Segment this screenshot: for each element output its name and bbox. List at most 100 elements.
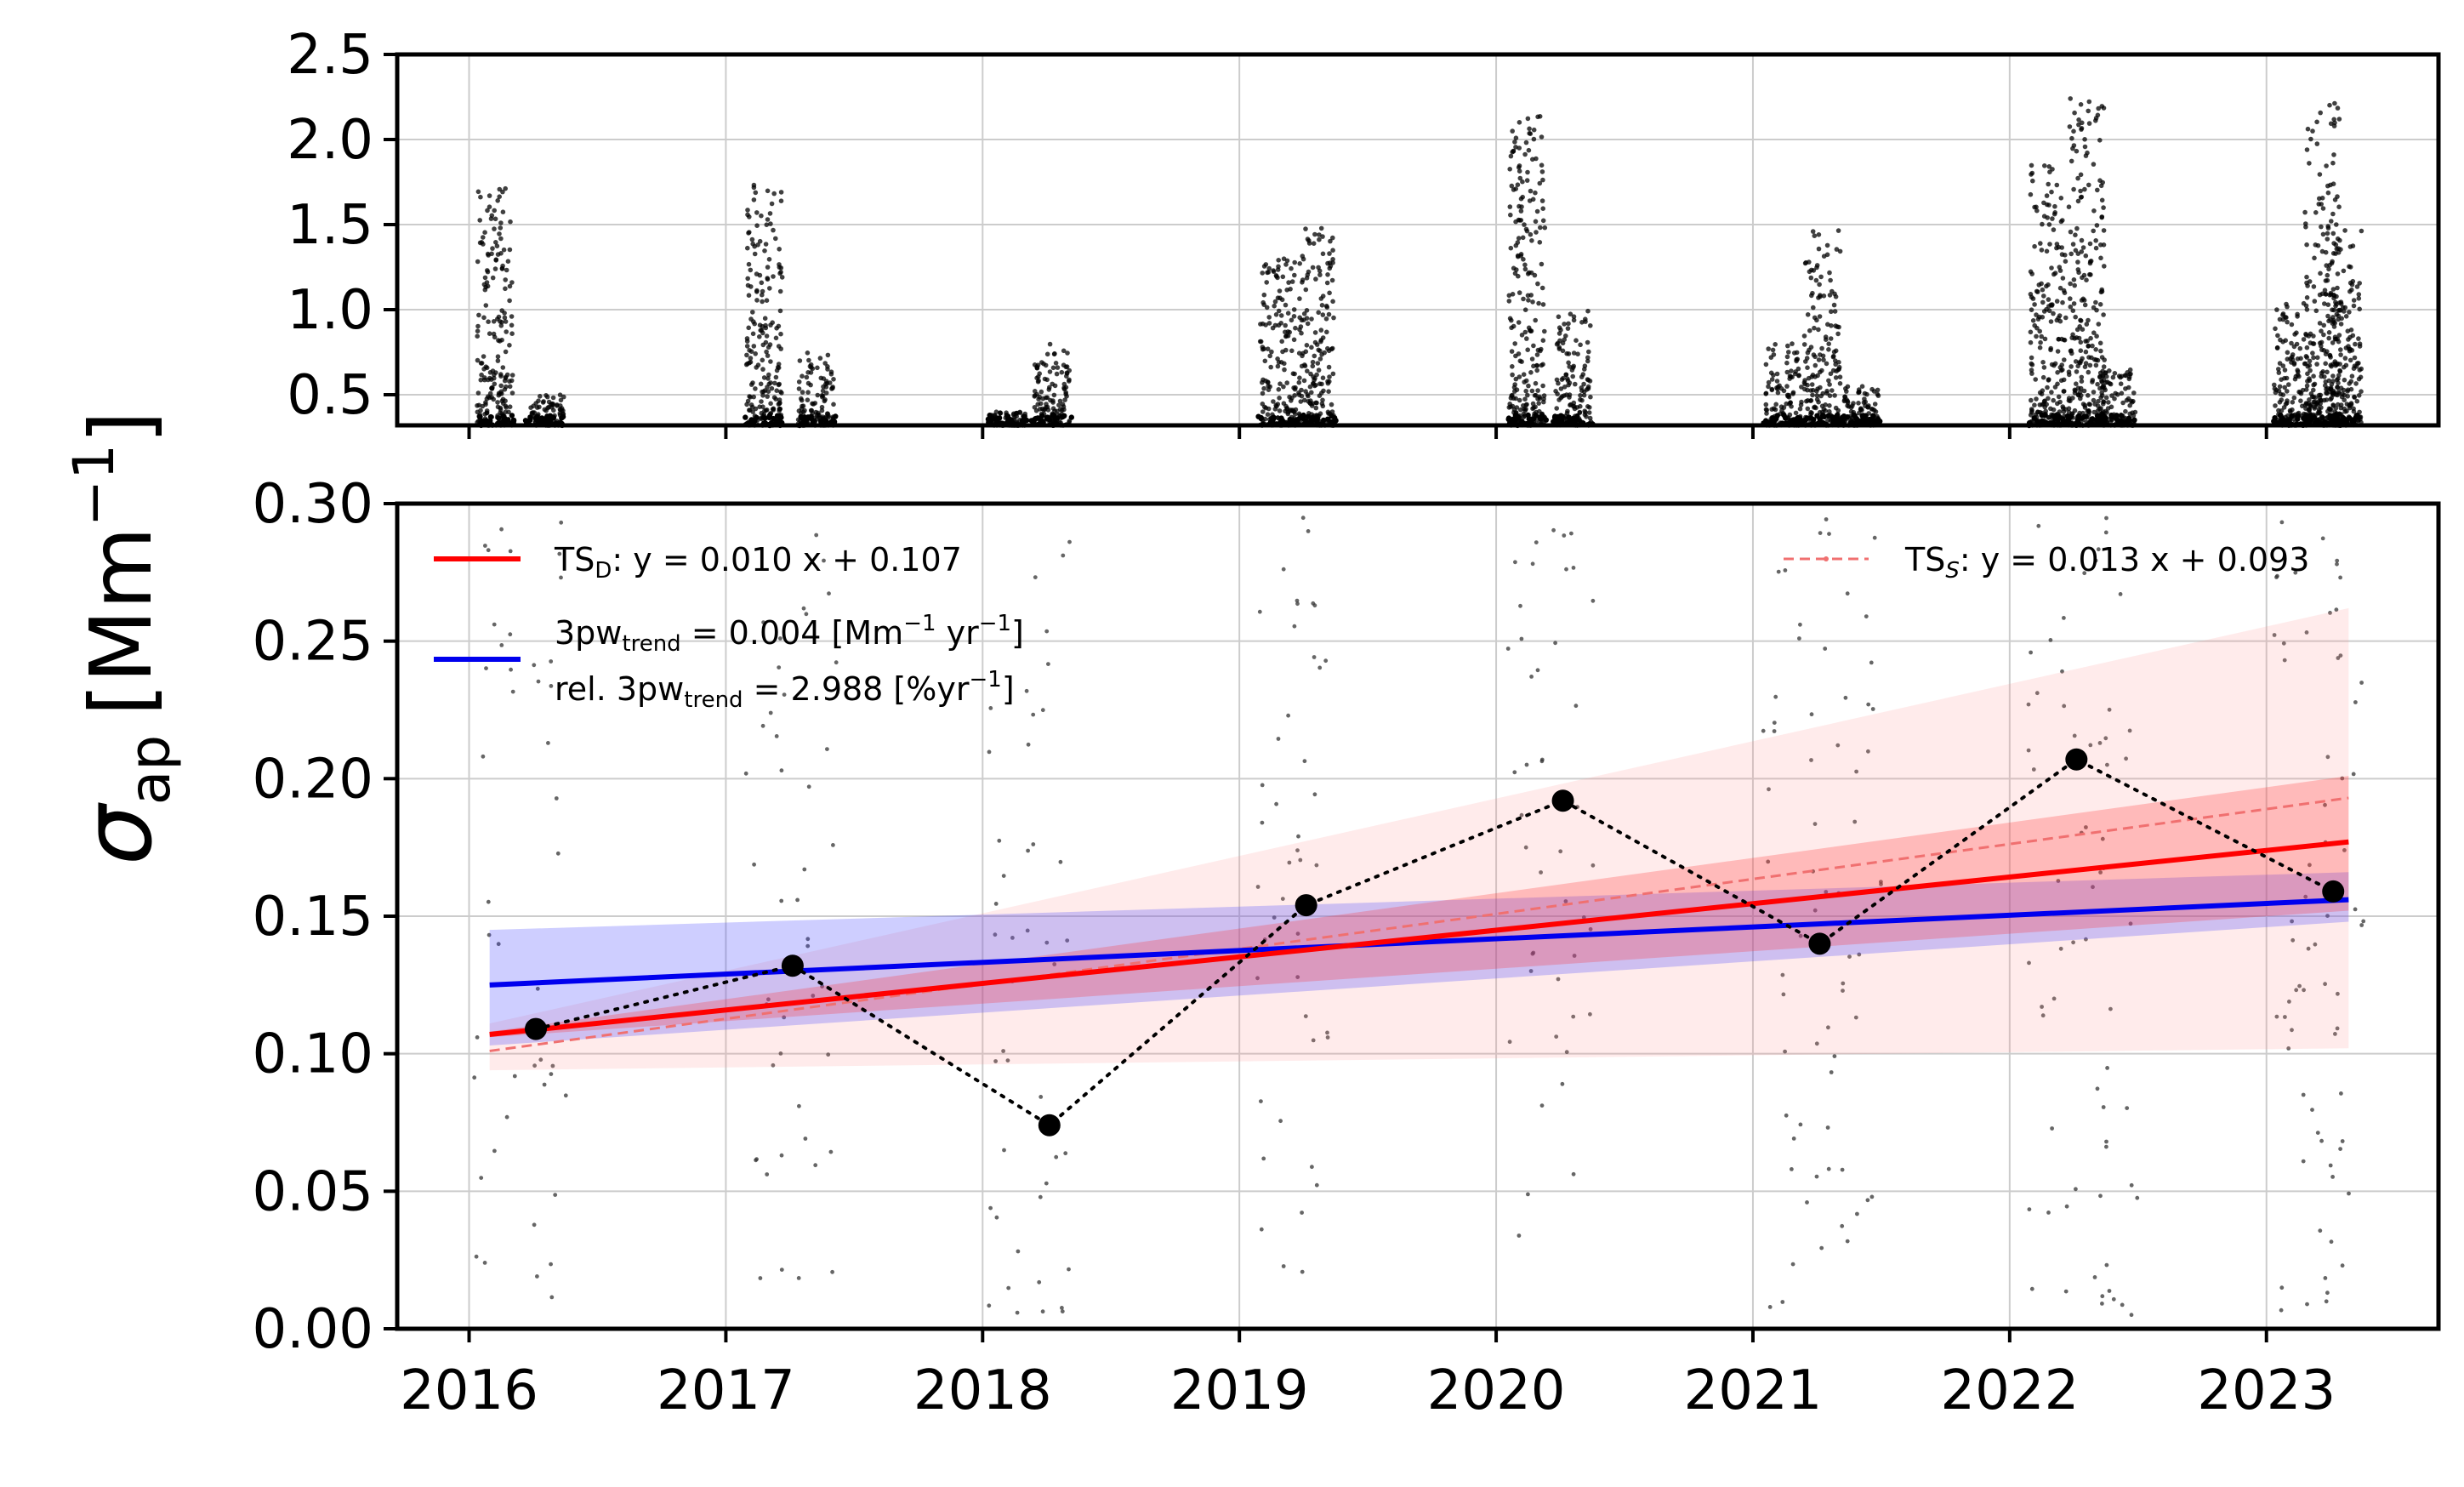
bottom-point [988,706,993,710]
top-point [479,372,484,378]
top-point [1273,312,1279,317]
top-point [1562,322,1567,327]
top-point [1511,149,1517,154]
top-point [2083,361,2089,366]
top-point [2030,318,2036,323]
top-point [806,357,811,363]
bottom-point [2107,707,2112,712]
top-point [2093,299,2098,305]
bottom-point [1780,972,1785,977]
top-point [805,370,811,375]
top-point [817,356,823,361]
top-point [1534,362,1539,368]
top-point [2041,309,2047,314]
bottom-point [499,643,504,647]
top-point [499,320,504,325]
top-point [2031,415,2037,421]
top-point [815,392,821,398]
top-point [2357,281,2362,286]
bottom-point [2359,923,2364,927]
top-point [1567,364,1572,369]
bottom-point [487,932,492,937]
bottom-point [509,667,513,672]
top-point [1817,314,1823,319]
top-point [1522,266,1528,272]
top-point [536,398,541,404]
top-point [2061,337,2067,343]
bottom-point [479,1176,484,1180]
top-point [2317,395,2323,401]
bottom-point [1261,1156,1266,1161]
bottom-point [2335,561,2339,567]
bottom-point [549,684,554,688]
top-point [2336,204,2342,209]
top-point [561,394,566,400]
top-point [1521,372,1527,378]
top-point [1560,348,1566,354]
top-point [1774,371,1780,377]
top-point [769,385,775,391]
top-point [823,385,829,390]
top-point [2046,181,2051,187]
top-point [2046,164,2052,169]
top-point [1520,235,1526,241]
top-point [503,319,509,324]
top-point [1784,369,1790,375]
top-point [1528,231,1534,237]
bottom-point [761,620,765,624]
top-point [2334,222,2339,227]
bottom-point [796,1276,801,1280]
bottom-point [1046,662,1050,666]
top-point [1037,407,1043,412]
bottom-point [765,1172,770,1176]
bottom-point [2104,1139,2108,1144]
top-point [2315,355,2320,361]
top-point [1551,414,1558,420]
top-point [1531,136,1537,142]
top-point [1526,383,1531,389]
top-point [2338,402,2344,407]
top-point [1014,411,1019,416]
top-point [2302,209,2308,215]
top-point [1330,299,1335,305]
top-point [1298,399,1304,404]
top-point [2312,381,2318,387]
top-point [1271,399,1276,404]
top-point [1824,242,1830,248]
top-point [2310,128,2315,134]
top-point [771,274,776,279]
top-point [2325,236,2330,242]
top-point [763,242,769,247]
top-point [1320,251,1326,257]
top-point [2282,367,2288,373]
bottom-ytick-label: 0.05 [253,1160,374,1223]
top-point [805,414,811,421]
top-point [1320,397,1325,403]
top-point [1806,375,1812,381]
top-point [1522,329,1528,335]
bottom-point [1044,1181,1049,1186]
top-point [1269,349,1274,355]
top-point [771,406,777,412]
top-point [2082,144,2088,150]
top-point [2347,357,2353,363]
bottom-point [1260,783,1265,788]
top-point [816,413,821,419]
bottom-point [1067,539,1072,544]
top-point [2330,340,2336,345]
top-point [2069,348,2074,354]
top-point [744,336,750,341]
top-point [768,221,773,226]
top-point [491,319,497,324]
top-point [2319,328,2324,334]
top-point [2099,355,2105,360]
top-point [1063,385,1069,390]
top-point [1319,381,1324,387]
top-point [2320,369,2325,374]
top-point [2048,406,2053,412]
top-point [1507,316,1513,322]
top-point [1327,251,1332,256]
top-point [1260,299,1266,305]
top-point [2097,302,2103,307]
bottom-point [1798,1122,1803,1127]
